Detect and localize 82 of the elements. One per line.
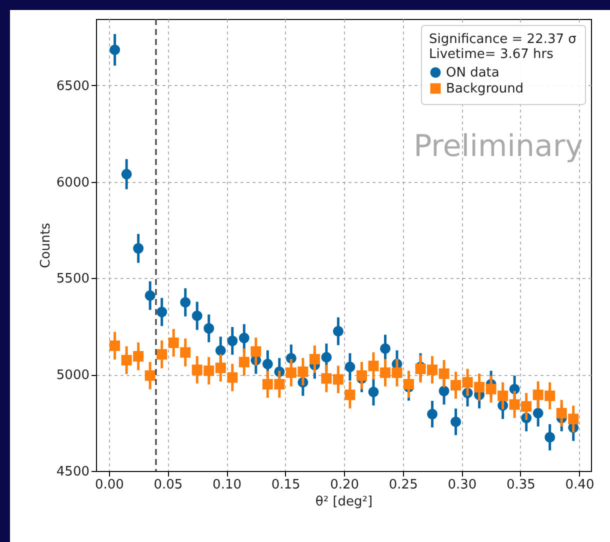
- point: [532, 390, 544, 400]
- point: [168, 338, 179, 348]
- point: [498, 390, 508, 402]
- point: [121, 354, 132, 366]
- y-tick-label: 5000: [56, 368, 90, 384]
- point: [238, 332, 250, 344]
- x-tick-label: 0.10: [212, 478, 242, 492]
- point: [474, 382, 485, 392]
- point: [204, 323, 214, 334]
- point: [321, 352, 332, 363]
- point: [133, 243, 144, 254]
- point: [262, 358, 273, 370]
- x-tick-label: 0.15: [271, 478, 300, 492]
- point: [568, 414, 579, 424]
- y-tick-label: 4500: [56, 464, 90, 480]
- point: [227, 336, 238, 346]
- legend-label: ON data: [446, 66, 500, 80]
- annotation: Preliminary: [414, 129, 583, 164]
- point: [380, 367, 390, 378]
- x-tick-label: 0.35: [506, 478, 536, 492]
- point: [427, 364, 438, 376]
- point: [544, 390, 556, 402]
- annotation: Livetime= 3.67 hrs: [429, 47, 554, 62]
- point: [227, 372, 238, 383]
- point: [298, 366, 308, 377]
- point: [438, 368, 450, 379]
- point: [156, 306, 168, 318]
- point: [450, 416, 462, 428]
- point: [215, 345, 226, 356]
- x-tick-label: 0.05: [154, 478, 183, 492]
- point: [438, 386, 450, 396]
- point: [321, 373, 332, 384]
- point: [380, 343, 390, 354]
- point: [144, 370, 156, 381]
- point: [192, 364, 202, 376]
- point: [344, 362, 356, 372]
- point: [356, 370, 367, 381]
- point: [332, 326, 344, 336]
- point: [521, 401, 532, 412]
- point: [332, 374, 344, 385]
- annotation: Significance = 22.37 σ: [429, 32, 576, 47]
- point: [133, 351, 144, 362]
- point: [556, 408, 567, 418]
- point: [392, 367, 402, 378]
- point: [450, 380, 462, 390]
- point: [262, 379, 273, 390]
- point: [462, 377, 473, 388]
- x-tick-label: 0.20: [330, 478, 360, 492]
- x-tick-label: 0.40: [565, 478, 594, 492]
- point: [192, 310, 202, 322]
- point: [368, 360, 379, 372]
- y-tick-label: 5500: [56, 272, 90, 287]
- x-tick-label: 0.00: [94, 478, 124, 492]
- point: [344, 390, 356, 400]
- point: [404, 379, 414, 390]
- point: [486, 384, 496, 394]
- point: [250, 346, 262, 357]
- point: [110, 340, 120, 351]
- x-tick-label: 0.30: [448, 478, 477, 492]
- point: [144, 290, 156, 301]
- y-tick-label: 6000: [56, 175, 90, 190]
- point: [368, 386, 379, 398]
- point: [427, 408, 438, 420]
- point: [110, 44, 120, 56]
- y-axis-title: Counts: [38, 222, 54, 268]
- point: [238, 356, 250, 368]
- point: [509, 399, 520, 410]
- point: [180, 297, 191, 308]
- point: [121, 168, 132, 180]
- y-tick-label: 6500: [56, 79, 90, 94]
- point: [274, 379, 285, 390]
- point: [215, 362, 226, 374]
- point: [180, 347, 191, 358]
- x-axis-title: θ² [deg²]: [315, 494, 373, 510]
- point: [309, 354, 320, 364]
- point: [532, 408, 544, 418]
- legend-label: Background: [446, 82, 524, 96]
- point: [544, 432, 556, 442]
- x-tick-label: 0.25: [388, 478, 418, 492]
- point: [204, 366, 214, 376]
- point: [286, 367, 296, 378]
- point: [156, 349, 168, 360]
